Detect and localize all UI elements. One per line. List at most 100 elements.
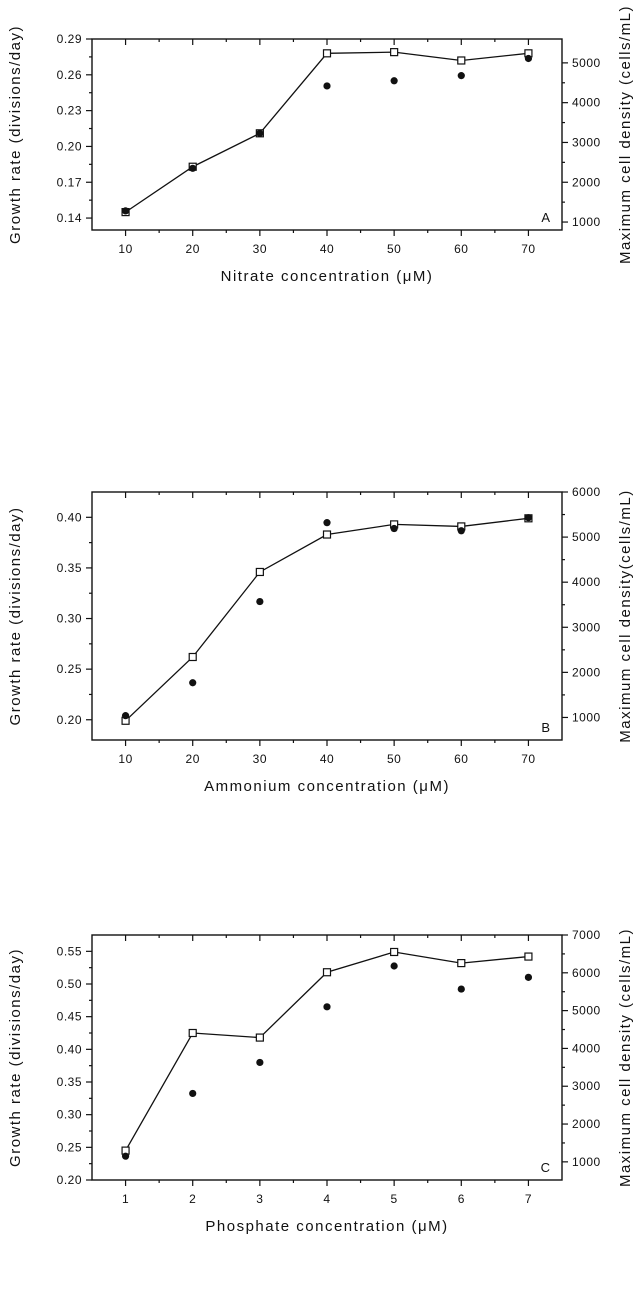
y2-axis-title: Maximum cell density (cells/mL) <box>617 928 634 1187</box>
y2-tick-label: 4000 <box>572 575 601 589</box>
y2-tick-label: 5000 <box>572 530 601 544</box>
y-tick-label: 0.35 <box>57 561 82 575</box>
y-tick-label: 0.25 <box>57 662 82 676</box>
y-tick-label: 0.29 <box>57 32 82 46</box>
x-tick-label: 40 <box>320 752 334 766</box>
data-point-circle <box>121 1152 130 1160</box>
data-point-square <box>390 947 399 957</box>
x-tick-label: 6 <box>458 1192 465 1206</box>
y-tick-label: 0.20 <box>57 713 82 727</box>
x-tick-label: 10 <box>118 242 132 256</box>
data-point-square <box>322 968 332 977</box>
data-point-circle <box>121 712 130 720</box>
panel-letter: A <box>541 210 550 225</box>
data-point-circle <box>457 72 465 80</box>
series-line <box>125 517 529 722</box>
panel-letter: C <box>541 1160 550 1175</box>
y2-tick-label: 4000 <box>572 96 601 110</box>
x-tick-label: 20 <box>186 242 200 256</box>
y-tick-label: 0.26 <box>57 68 82 82</box>
x-tick-label: 7 <box>525 1192 532 1206</box>
data-point-circle <box>256 1058 264 1067</box>
data-point-square <box>524 952 533 961</box>
y2-tick-label: 6000 <box>572 485 601 499</box>
y-tick-label: 0.20 <box>57 139 82 153</box>
data-point-square <box>255 1033 264 1042</box>
data-point-circle <box>323 1003 331 1011</box>
x-tick-label: 3 <box>256 1192 263 1206</box>
y-tick-label: 0.23 <box>57 104 82 118</box>
data-point-circle <box>121 207 130 215</box>
x-tick-label: 1 <box>122 1192 129 1206</box>
x-tick-label: 50 <box>387 242 401 256</box>
y-tick-label: 0.40 <box>57 1042 82 1056</box>
y-tick-label: 0.40 <box>57 510 82 524</box>
y-axis-title: Growth rate (divisions/day) <box>7 507 24 726</box>
y2-tick-label: 7000 <box>572 928 601 942</box>
x-tick-label: 40 <box>320 242 334 256</box>
data-point-square <box>457 958 466 968</box>
data-point-circle <box>256 597 264 606</box>
y-tick-label: 0.30 <box>57 1108 82 1122</box>
x-tick-label: 20 <box>186 752 200 766</box>
data-point-circle <box>457 985 465 993</box>
x-axis-title: Nitrate concentration (μM) <box>221 268 434 285</box>
x-tick-label: 70 <box>521 752 535 766</box>
data-point-square <box>322 49 332 58</box>
y-tick-label: 0.50 <box>57 977 82 991</box>
data-point-circle <box>390 77 398 85</box>
data-point-square <box>390 48 399 57</box>
y2-tick-label: 1000 <box>572 215 601 229</box>
y2-tick-label: 3000 <box>572 1079 601 1093</box>
chart-panel-b: 10 20 30 40 50 60 70 0.20 0.25 0.30 0.35 0.40 1000 20… <box>7 485 634 795</box>
y2-tick-label: 3000 <box>572 135 601 149</box>
x-tick-label: 2 <box>189 1192 196 1206</box>
data-point-circle <box>189 164 197 172</box>
y2-tick-label: 2000 <box>572 665 601 679</box>
panel-letter: B <box>541 720 550 735</box>
data-point-square <box>255 567 264 577</box>
x-tick-label: 70 <box>521 242 535 256</box>
chart-panel-c: 1 2 3 4 5 6 7 0.20 0.25 0.30 0.35 0.40 0.45 0.50 0.55 1… <box>7 928 634 1235</box>
data-point-square <box>188 1028 197 1038</box>
y2-tick-label: 1000 <box>572 1155 601 1169</box>
y2-tick-label: 2000 <box>572 175 601 189</box>
x-tick-label: 30 <box>253 242 267 256</box>
data-point-circle <box>323 519 331 527</box>
y2-tick-label: 4000 <box>572 1041 601 1055</box>
y2-tick-label: 5000 <box>572 56 601 70</box>
data-point-circle <box>524 54 533 63</box>
data-point-circle <box>524 973 533 981</box>
y-tick-label: 0.35 <box>57 1075 82 1089</box>
data-point-square <box>322 530 332 539</box>
x-tick-label: 4 <box>323 1192 330 1206</box>
data-point-circle <box>390 524 398 533</box>
data-point-circle <box>189 1089 197 1098</box>
y-axis-title: Growth rate (divisions/day) <box>7 948 24 1167</box>
x-axis-title: Ammonium concentration (μM) <box>204 778 450 795</box>
y2-tick-label: 1000 <box>572 710 601 724</box>
series-line <box>125 951 529 1151</box>
y-tick-label: 0.20 <box>57 1173 82 1187</box>
y2-tick-label: 2000 <box>572 1117 601 1131</box>
data-point-circle <box>524 514 533 522</box>
y2-tick-label: 5000 <box>572 1004 601 1018</box>
y2-tick-label: 3000 <box>572 620 601 634</box>
y-tick-label: 0.17 <box>57 175 82 189</box>
x-axis-title: Phosphate concentration (μM) <box>205 1218 448 1235</box>
y-tick-label: 0.30 <box>57 612 82 626</box>
y-tick-label: 0.55 <box>57 944 82 958</box>
x-tick-label: 5 <box>391 1192 398 1206</box>
y-tick-label: 0.45 <box>57 1010 82 1024</box>
x-tick-label: 30 <box>253 752 267 766</box>
data-point-circle <box>323 82 331 90</box>
data-point-square <box>457 56 466 65</box>
data-point-square <box>188 652 197 662</box>
series-line <box>125 51 529 213</box>
data-point-circle <box>256 129 264 137</box>
y2-axis-title: Maximum cell density(cells/mL) <box>617 489 634 742</box>
y-tick-label: 0.25 <box>57 1140 82 1154</box>
x-tick-label: 60 <box>454 752 468 766</box>
data-point-circle <box>390 962 398 970</box>
